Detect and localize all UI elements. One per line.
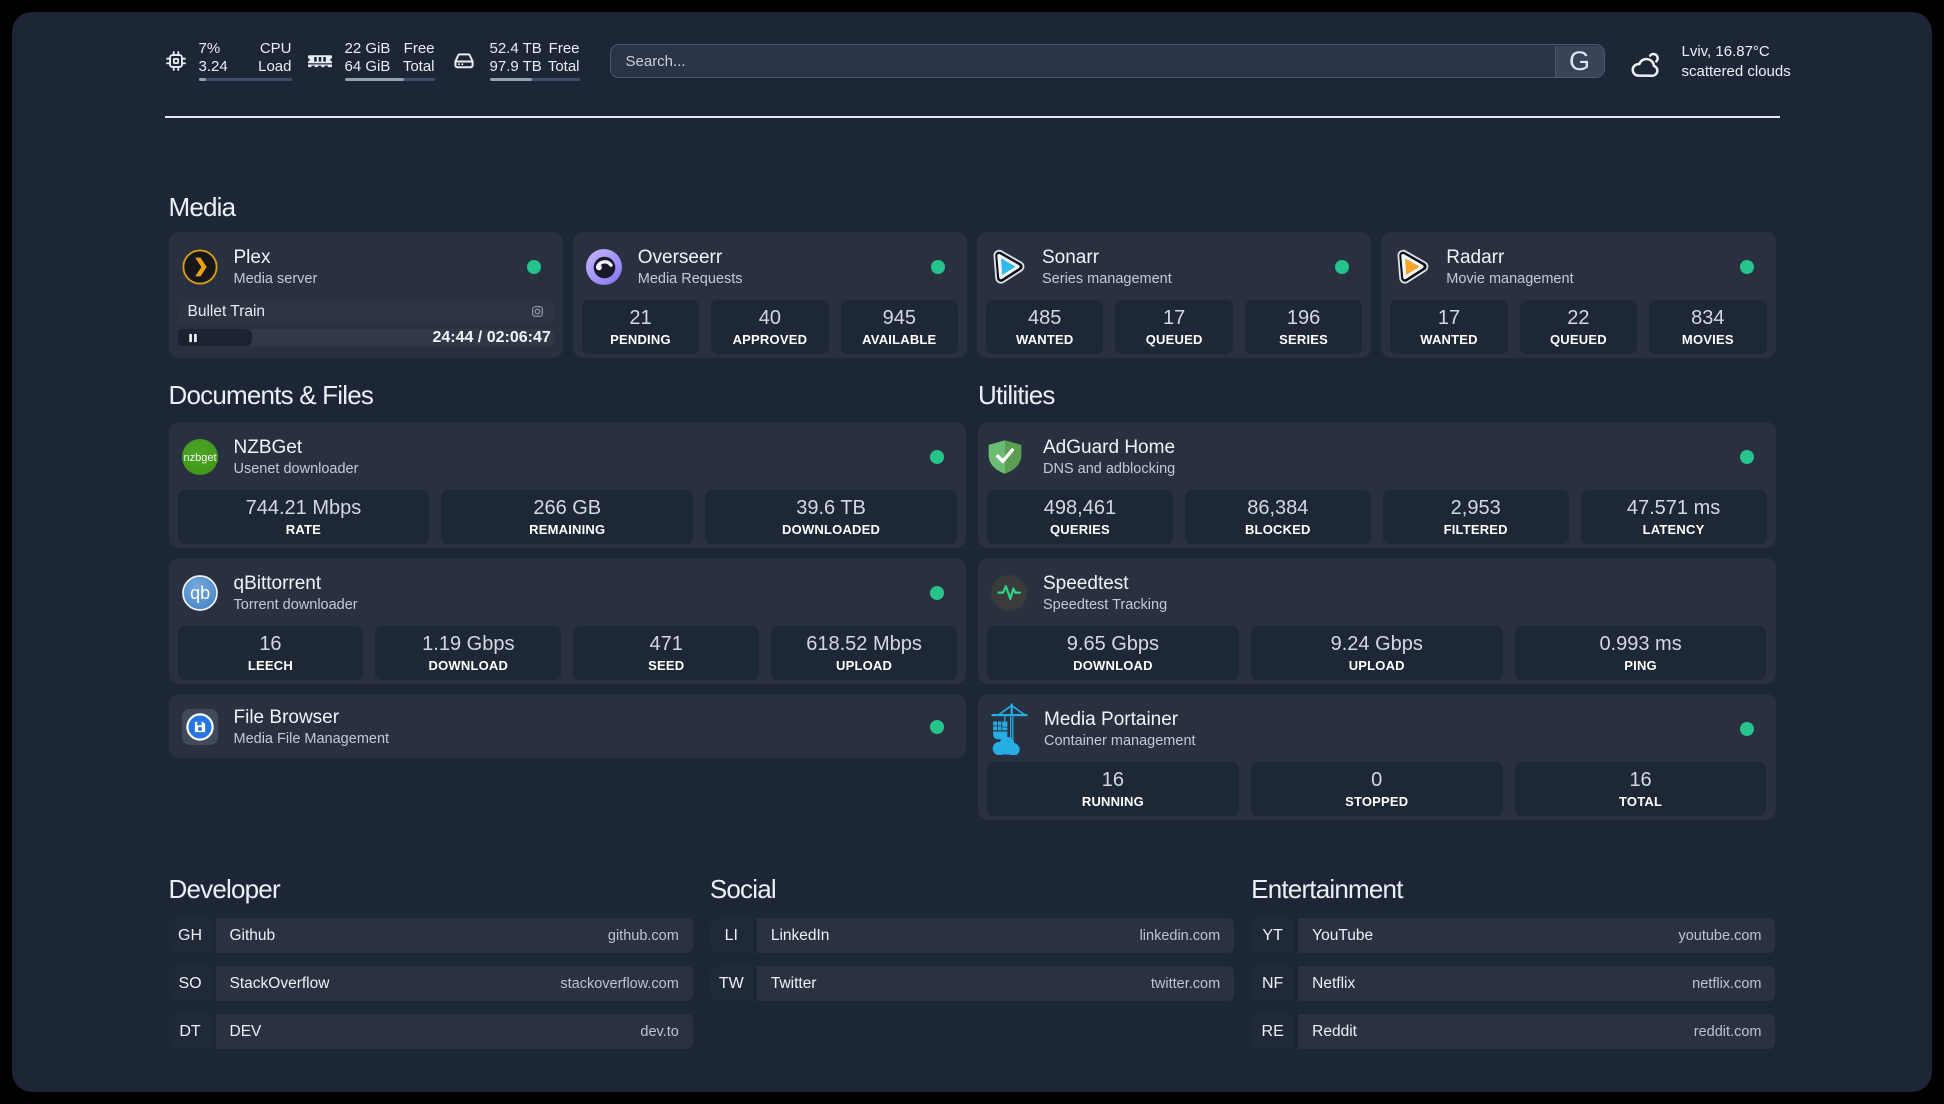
svg-text:qb: qb [190, 583, 210, 603]
svg-text:nzbget: nzbget [183, 452, 216, 464]
